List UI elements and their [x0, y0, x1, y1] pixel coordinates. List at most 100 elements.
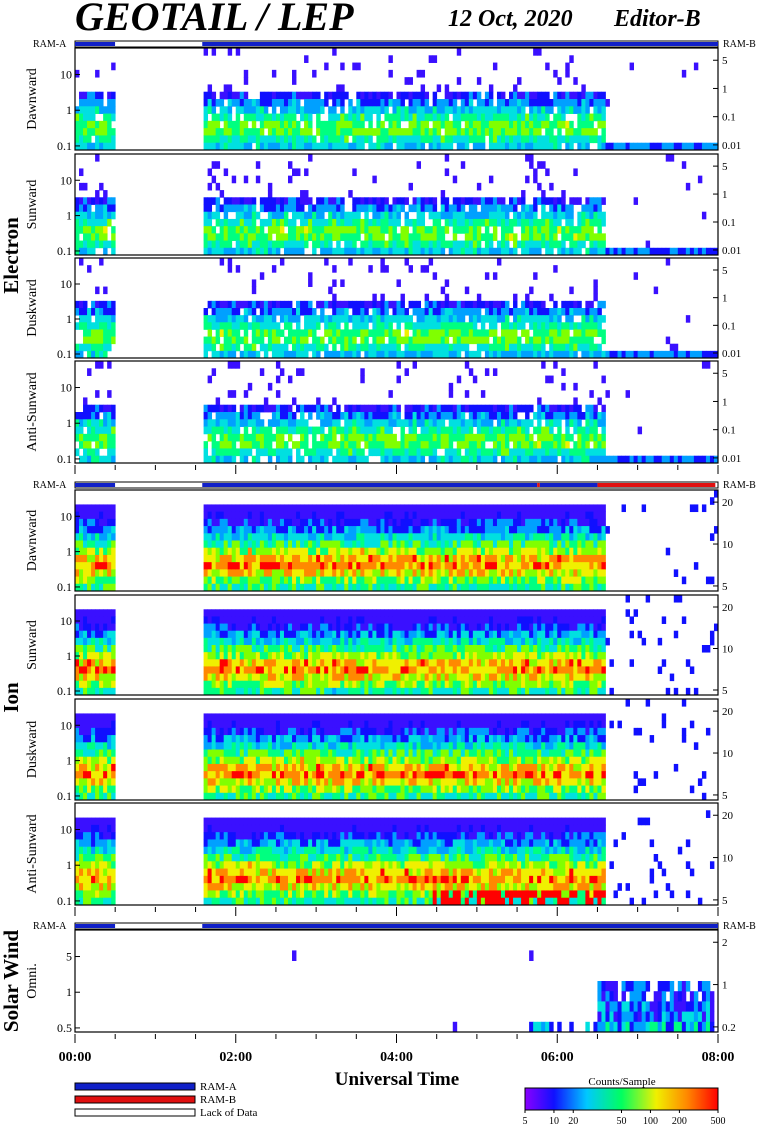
spectrogram-cell — [388, 547, 393, 556]
spectrogram-cell — [279, 518, 285, 527]
spectrogram-cell — [332, 343, 337, 352]
spectrogram-cell — [500, 547, 506, 556]
spectrogram-cell — [344, 91, 349, 100]
spectrogram-cell — [356, 247, 361, 256]
spectrogram-cell — [593, 511, 598, 520]
spectrogram-cell — [553, 265, 558, 273]
spectrogram-cell — [332, 226, 337, 234]
spectrogram-cell — [275, 562, 281, 570]
spectrogram-cell — [400, 300, 405, 309]
spectrogram-cell — [509, 526, 514, 534]
spectrogram-cell — [251, 533, 257, 541]
spectrogram-cell — [107, 404, 112, 413]
panel-label: Sunward — [25, 180, 40, 230]
spectrogram-cell — [267, 343, 273, 352]
spectrogram-cell — [304, 343, 309, 352]
spectrogram-cell — [589, 329, 594, 337]
spectrogram-cell — [292, 218, 297, 227]
spectrogram-cell — [601, 375, 606, 384]
spectrogram-cell — [432, 247, 438, 256]
spectrogram-cell — [255, 533, 261, 541]
spectrogram-cell — [456, 504, 462, 513]
spectrogram-cell — [352, 518, 357, 527]
spectrogram-cell — [396, 211, 401, 220]
spectrogram-cell — [83, 680, 88, 689]
spectrogram-cell — [561, 576, 566, 585]
spectrogram-cell — [509, 426, 514, 435]
spectrogram-cell — [597, 412, 602, 420]
spectrogram-cell — [207, 226, 213, 234]
spectrogram-cell — [95, 630, 100, 639]
spectrogram-cell — [356, 204, 361, 213]
spectrogram-cell — [292, 142, 297, 151]
spectrogram-cell — [292, 120, 297, 129]
spectrogram-cell — [464, 350, 470, 359]
spectrogram-cell — [320, 562, 325, 570]
spectrogram-cell — [219, 300, 225, 309]
spectrogram-cell — [83, 687, 88, 696]
spectrogram-cell — [440, 343, 446, 352]
spectrogram-cell — [557, 113, 562, 122]
spectrogram-cell — [697, 455, 703, 464]
spectrogram-cell — [320, 448, 325, 457]
spectrogram-cell — [271, 99, 277, 107]
spectrogram-cell — [300, 547, 305, 556]
spectrogram-cell — [267, 504, 273, 513]
spectrogram-cell — [368, 218, 373, 227]
spectrogram-cell — [292, 247, 297, 256]
spectrogram-cell — [207, 211, 213, 220]
spectrogram-cell — [376, 197, 381, 205]
spectrogram-cell — [83, 433, 88, 442]
spectrogram-cell — [87, 569, 92, 577]
spectrogram-cell — [509, 99, 514, 107]
spectrogram-cell — [464, 518, 470, 527]
spectrogram-cell — [279, 441, 285, 449]
spectrogram-cell — [215, 350, 221, 359]
spectrogram-cell — [593, 448, 598, 457]
spectrogram-cell — [440, 404, 446, 413]
spectrogram-cell — [420, 84, 426, 93]
spectrogram-cell — [376, 300, 381, 309]
spectrogram-cell — [344, 233, 349, 241]
spectrogram-cell — [541, 562, 546, 570]
spectrogram-cell — [336, 569, 341, 577]
spectrogram-cell — [271, 350, 277, 359]
spectrogram-cell — [83, 533, 88, 541]
spectrogram-cell — [408, 533, 413, 541]
spectrogram-cell — [480, 562, 486, 570]
spectrogram-cell — [255, 540, 261, 549]
spectrogram-cell — [412, 218, 417, 227]
spectrogram-cell — [480, 300, 486, 309]
spectrogram-cell — [107, 361, 112, 369]
spectrogram-cell — [91, 329, 96, 337]
spectrogram-cell — [416, 99, 422, 107]
spectrogram-cell — [517, 343, 522, 352]
spectrogram-cell — [207, 142, 213, 151]
spectrogram-cell — [549, 204, 554, 213]
spectrogram-cell — [408, 182, 413, 191]
spectrogram-cell — [332, 412, 337, 420]
spectrogram-cell — [460, 113, 466, 122]
spectrogram-cell — [581, 113, 586, 122]
spectrogram-cell — [573, 547, 578, 556]
spectrogram-cell — [87, 368, 92, 376]
spectrogram-cell — [223, 226, 229, 234]
spectrogram-cell — [641, 504, 647, 513]
spectrogram-cell — [79, 637, 84, 646]
spectrogram-cell — [448, 128, 454, 136]
spectrogram-cell — [416, 300, 422, 309]
spectrogram-cell — [464, 526, 470, 534]
spectrogram-cell — [545, 106, 550, 114]
spectrogram-cell — [312, 322, 317, 330]
spectrogram-cell — [613, 350, 618, 359]
spectrogram-cell — [597, 397, 602, 406]
spectrogram-cell — [565, 404, 570, 413]
spectrogram-cell — [468, 547, 474, 556]
spectrogram-cell — [549, 404, 554, 413]
spectrogram-cell — [231, 569, 237, 577]
spectrogram-cell — [545, 441, 550, 449]
spectrogram-cell — [404, 554, 409, 563]
spectrogram-cell — [75, 135, 80, 144]
spectrogram-cell — [263, 554, 269, 563]
spectrogram-cell — [420, 240, 426, 249]
